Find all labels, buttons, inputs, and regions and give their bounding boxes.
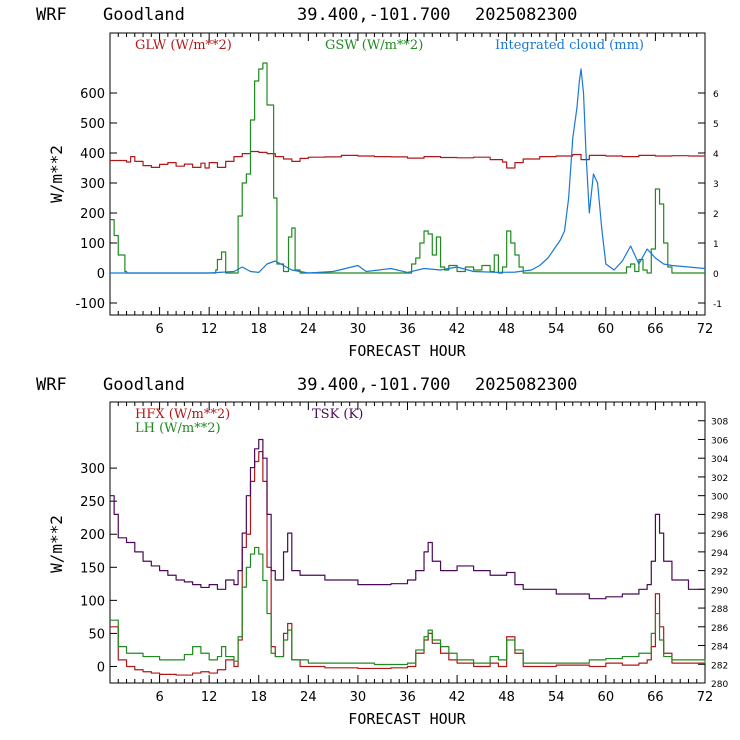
bottom-y-tick-label: 250: [80, 495, 105, 510]
bottom-series-hfx-line: [110, 450, 705, 676]
bottom-y2-tick-label: 286: [711, 624, 728, 634]
bottom-series-tsk-line: [110, 438, 705, 600]
bottom-x-tick-label: 54: [548, 690, 565, 705]
bottom-y2-tick-label: 282: [711, 661, 728, 671]
top-y2-tick-label: 5: [713, 120, 719, 130]
bottom-header-station: Goodland: [103, 375, 185, 395]
bottom-y-tick-label: 150: [80, 561, 105, 576]
top-series-cloud-line: [110, 68, 706, 274]
bottom-y2-tick-label: 288: [711, 605, 728, 615]
top-y2-tick-label: -1: [713, 300, 722, 310]
bottom-y-tick-label: 50: [88, 627, 105, 642]
bottom-legend-tsk: TSK (K): [312, 407, 363, 422]
bottom-y2-tick-label: 294: [711, 549, 728, 559]
bottom-series-lh-line: [110, 546, 706, 666]
top-x-tick-label: 24: [300, 322, 317, 337]
bottom-y-axis-title: W/m**2: [47, 515, 66, 573]
top-series-gsw-line: [110, 62, 705, 274]
top-x-tick-label: 12: [201, 322, 218, 337]
bottom-x-tick-label: 60: [598, 690, 615, 705]
bottom-x-tick-label: 48: [498, 690, 515, 705]
top-series-glw-line: [110, 150, 706, 169]
top-y2-tick-label: 1: [713, 240, 719, 250]
bottom-y2-tick-label: 284: [711, 643, 728, 653]
bottom-plot-frame: [109, 401, 706, 684]
bottom-y-tick-label: 300: [80, 462, 105, 477]
bottom-y2-tick-label: 280: [711, 680, 728, 690]
top-x-tick-label: 48: [498, 322, 515, 337]
top-x-tick-label: 6: [155, 322, 163, 337]
top-x-tick-label: 18: [250, 322, 267, 337]
top-x-tick-label: 54: [548, 322, 565, 337]
bottom-y2-tick-label: 306: [711, 436, 728, 446]
bottom-x-tick-label: 66: [647, 690, 664, 705]
top-y2-tick-label: 2: [713, 210, 719, 220]
top-chart: 6 12 18 24 30 36 42 48 54 60 66 72-1000100200300400…: [75, 32, 722, 337]
bottom-x-tick-label: 24: [300, 690, 317, 705]
bottom-y-tick-label: 100: [80, 594, 105, 609]
top-y2-tick-label: 6: [713, 90, 719, 100]
bottom-header-init: 2025082300: [475, 375, 577, 395]
top-y-tick-label: 400: [80, 147, 105, 162]
top-y-tick-label: 0: [97, 267, 105, 282]
top-y-tick-label: -100: [75, 297, 105, 312]
top-x-tick-label: 36: [399, 322, 416, 337]
top-y-tick-label: 300: [80, 177, 105, 192]
top-legend-glw: GLW (W/m**2): [135, 38, 232, 53]
top-header-coords: 39.400,-101.700: [297, 5, 451, 25]
bottom-x-tick-label: 18: [250, 690, 267, 705]
bottom-x-tick-label: 72: [697, 690, 714, 705]
top-header-station: Goodland: [103, 5, 185, 25]
top-x-tick-label: 72: [697, 322, 714, 337]
bottom-legend-hfx: HFX (W/m**2): [135, 407, 230, 422]
bottom-x-tick-label: 12: [201, 690, 218, 705]
bottom-y2-tick-label: 304: [711, 455, 728, 465]
bottom-y2-tick-label: 298: [711, 511, 728, 521]
top-y2-tick-label: 0: [713, 270, 719, 280]
bottom-header: WRF Goodland 39.400,-101.700 2025082300: [36, 375, 577, 395]
bottom-x-tick-label: 30: [350, 690, 367, 705]
bottom-x-tick-label: 42: [449, 690, 466, 705]
top-y-axis-title: W/m**2: [47, 145, 66, 203]
bottom-header-model: WRF: [36, 375, 67, 395]
top-header-init: 2025082300: [475, 5, 577, 25]
top-x-axis-title: FORECAST HOUR: [348, 342, 466, 360]
top-y-tick-label: 500: [80, 117, 105, 132]
top-header-model: WRF: [36, 5, 67, 25]
bottom-y-tick-label: 200: [80, 528, 105, 543]
top-x-tick-label: 30: [350, 322, 367, 337]
bottom-x-tick-label: 6: [155, 690, 163, 705]
bottom-y2-tick-label: 302: [711, 474, 728, 484]
bottom-y2-tick-label: 290: [711, 586, 728, 596]
top-x-tick-label: 66: [647, 322, 664, 337]
bottom-y2-tick-label: 296: [711, 530, 728, 540]
top-y-tick-label: 200: [80, 207, 105, 222]
bottom-y2-tick-label: 300: [711, 493, 728, 503]
top-legend-cloud: Integrated cloud (mm): [495, 38, 644, 53]
top-y-tick-label: 600: [80, 87, 105, 102]
bottom-chart: 6 12 18 24 30 36 42 48 54 60 66 72 0 50 100 150 200 250 30…: [80, 401, 728, 705]
top-x-tick-label: 60: [598, 322, 615, 337]
bottom-header-coords: 39.400,-101.700: [297, 375, 451, 395]
bottom-x-axis-title: FORECAST HOUR: [348, 710, 466, 728]
bottom-y2-tick-label: 292: [711, 568, 728, 578]
top-y2-tick-label: 4: [713, 150, 719, 160]
top-y2-tick-label: 3: [713, 180, 719, 190]
top-header: WRF Goodland 39.400,-101.700 2025082300: [36, 5, 577, 25]
bottom-x-tick-label: 36: [399, 690, 416, 705]
bottom-legend-lh: LH (W/m**2): [135, 421, 221, 436]
top-legend-gsw: GSW (W/m**2): [325, 38, 423, 53]
bottom-y2-tick-label: 308: [711, 418, 728, 428]
top-x-tick-label: 42: [449, 322, 466, 337]
top-y-tick-label: 100: [80, 237, 105, 252]
bottom-y-tick-label: 0: [97, 660, 105, 675]
